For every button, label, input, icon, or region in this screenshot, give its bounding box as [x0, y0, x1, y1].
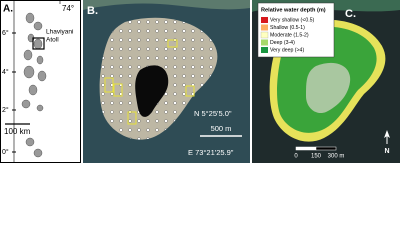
islands — [21, 12, 47, 158]
coordinate-label: N 5°25'5.0" — [194, 109, 232, 118]
scale-label: 300 m — [328, 154, 345, 160]
latitude-label: 0° — [2, 148, 9, 156]
scale-label: 0 — [294, 154, 298, 160]
scale-bar — [295, 146, 317, 151]
legend-swatch — [261, 39, 268, 46]
latitude-label: 2° — [2, 106, 9, 114]
panel-a: A. 74° 6° 4° 2° 0° Lhaviyani Atoll 100 k… — [0, 0, 81, 163]
page: A. 74° 6° 4° 2° 0° Lhaviyani Atoll 100 k… — [0, 0, 400, 163]
legend-box — [257, 2, 335, 58]
atoll-label: Lhaviyani — [46, 29, 73, 36]
figure: A. 74° 6° 4° 2° 0° Lhaviyani Atoll 100 k… — [0, 0, 400, 163]
scale-label: 500 m — [211, 124, 232, 133]
latitude-label: 4° — [2, 68, 9, 76]
legend-entry: Shallow (0.5-1) — [270, 25, 305, 31]
scale-label: 150 — [311, 154, 322, 160]
panel-c: Relative water depth (m) Very shallow (<… — [252, 0, 400, 163]
transects — [104, 39, 195, 125]
legend-entry: Moderate (1.5-2) — [270, 32, 309, 38]
legend-entry: Very deep (>4) — [270, 47, 304, 53]
longitude-label: 74° — [62, 4, 74, 13]
panel-label: A. — [3, 4, 13, 15]
panel-label: C. — [345, 8, 356, 20]
legend-entry: Very shallow (<0.5) — [270, 17, 315, 23]
reef — [83, 0, 250, 10]
scale-label: 100 km — [4, 127, 31, 136]
latitude-label: 6° — [2, 29, 9, 37]
legend-title: Relative water depth (m) — [261, 7, 326, 13]
north-arrow — [384, 130, 390, 138]
panel-b: B. N 5°25'5.0" 500 m E 73°21'25.9" — [83, 0, 250, 163]
panel-label: B. — [87, 5, 98, 17]
legend-swatch — [261, 17, 268, 23]
scale-bar — [315, 146, 337, 151]
legend-swatch — [261, 47, 268, 53]
legend-swatch — [261, 24, 268, 31]
atoll-box — [32, 37, 45, 50]
lagoon — [306, 62, 351, 114]
atoll-label: Atoll — [46, 37, 59, 44]
coordinate-label: E 73°21'25.9" — [188, 148, 234, 157]
lagoon — [135, 65, 169, 117]
legend-swatch — [260, 31, 269, 39]
north-label: N — [384, 148, 389, 155]
legend-entry: Deep (3-4) — [270, 40, 295, 46]
